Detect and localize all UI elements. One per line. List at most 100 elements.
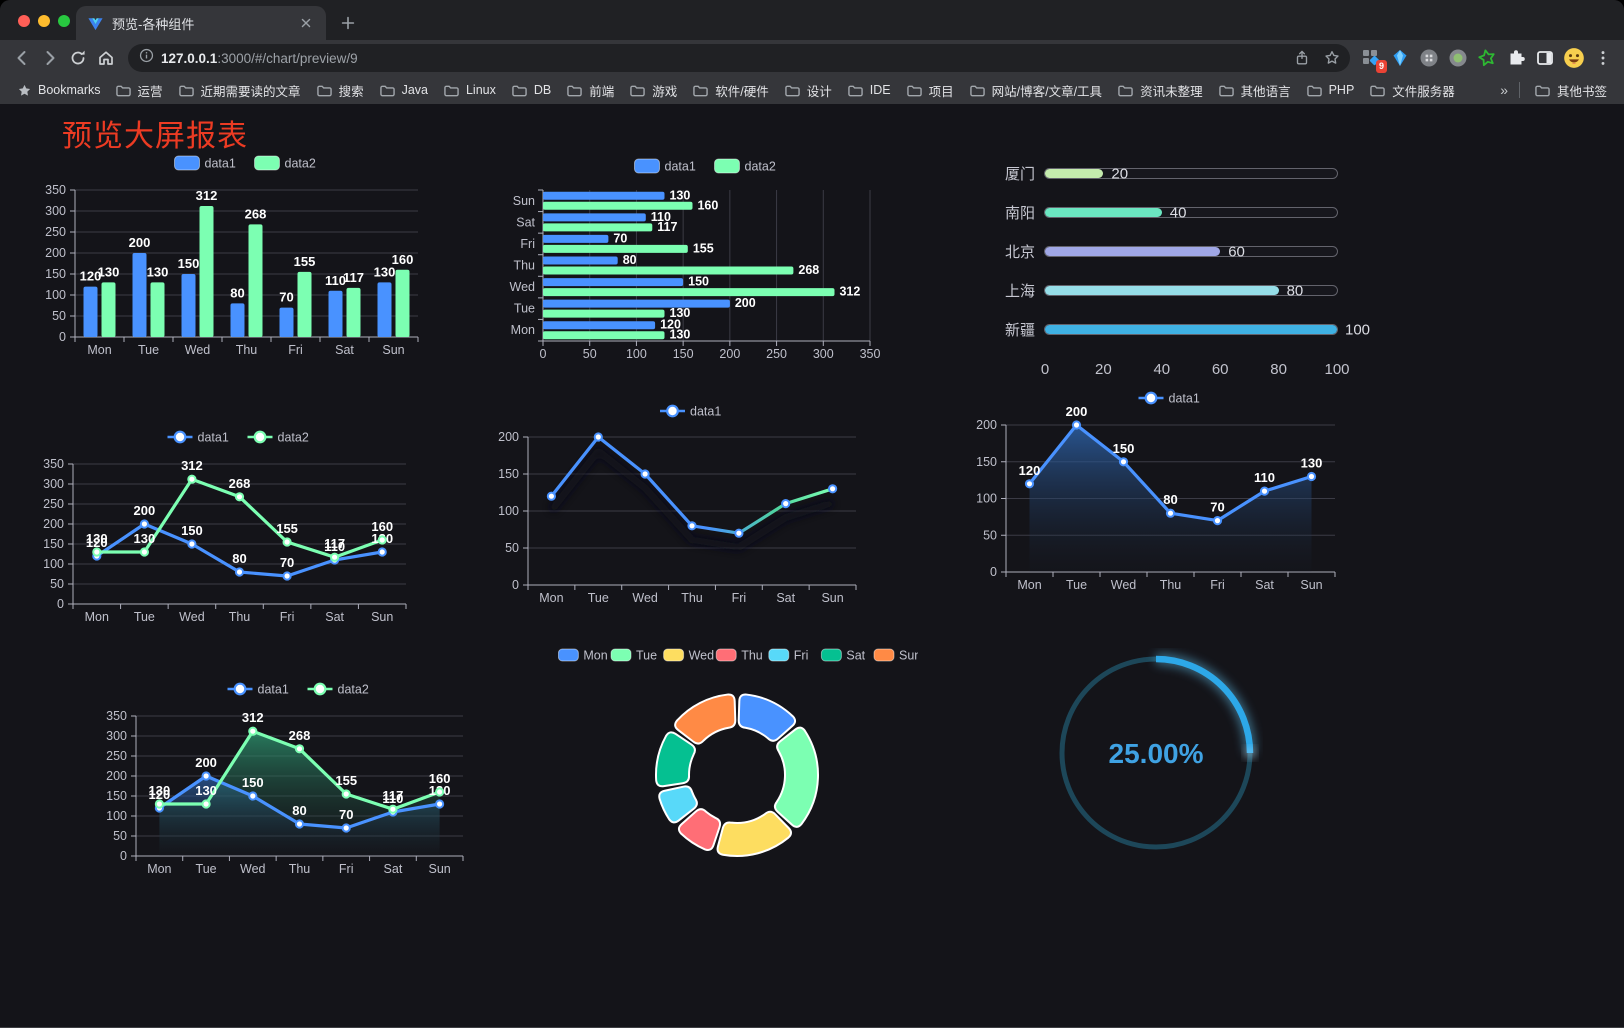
bookmarks-root[interactable]: Bookmarks: [10, 79, 108, 101]
bookmark-folder[interactable]: Linux: [436, 79, 503, 101]
extensions-puzzle-icon[interactable]: [1503, 45, 1529, 71]
chart-line-gradient[interactable]: 0 50 100 150 200 Mon Tue Wed Thu Fri Sat Sun data1: [488, 395, 878, 622]
progress-row[interactable]: 南阳 40: [985, 193, 1380, 232]
browser-toolbar: 127.0.0.1:3000/#/chart/preview/9 9: [0, 40, 1624, 76]
bookmark-folder[interactable]: 运营: [108, 79, 170, 101]
bookmark-folder-label: IDE: [869, 83, 891, 97]
chart-progress-bars[interactable]: 厦门 20 南阳 40 北京 60 上海 80 新疆 100 0 20 40 60 80 100: [985, 150, 1380, 379]
other-bookmarks[interactable]: 其他书签: [1527, 79, 1614, 101]
browser-tab[interactable]: 预览-各种组件: [76, 6, 326, 40]
svg-text:150: 150: [178, 256, 200, 271]
extension-grid-icon[interactable]: 9: [1358, 45, 1387, 73]
folder-icon: [848, 85, 863, 96]
svg-text:Thu: Thu: [236, 343, 258, 357]
chart-grouped-bar[interactable]: 0 50 100 150 200 250 300 350 Mon Tue Wed Thu Fri Sat S…: [38, 150, 430, 379]
share-icon[interactable]: [1290, 46, 1314, 70]
bookmark-folder[interactable]: 游戏: [622, 79, 684, 101]
svg-text:200: 200: [735, 296, 756, 310]
bookmarks-overflow-chevron[interactable]: »: [1500, 82, 1508, 98]
reload-icon[interactable]: [64, 44, 92, 72]
bookmark-folder[interactable]: 设计: [777, 79, 839, 101]
chart-area-two-series[interactable]: 0 50 100 150 200 250 300 350 Mon Tue Wed Thu Fri Sat S…: [93, 665, 485, 904]
progress-row[interactable]: 新疆 100: [985, 310, 1380, 349]
home-icon[interactable]: [92, 44, 120, 72]
progress-value: 40: [1169, 204, 1187, 221]
svg-text:110: 110: [325, 273, 346, 288]
chart-line-two-series[interactable]: 0 50 100 150 200 250 300 350 Mon Tue Wed Thu Fri Sat S…: [38, 410, 418, 649]
browser-menu-icon[interactable]: [1590, 45, 1616, 71]
bookmark-folder-label: Java: [401, 83, 428, 97]
chart-donut-pie[interactable]: Mon Tue Wed Thu Fri Sat Sun: [557, 640, 921, 909]
svg-text:350: 350: [45, 183, 66, 197]
forward-icon[interactable]: [36, 44, 64, 72]
close-window-button[interactable]: [18, 15, 30, 27]
svg-text:data2: data2: [745, 160, 776, 174]
bookmark-folder[interactable]: Java: [372, 79, 435, 101]
svg-text:data1: data1: [205, 157, 236, 171]
svg-text:50: 50: [113, 829, 127, 843]
progress-axis: 0 20 40 60 80 100: [1041, 359, 1350, 379]
fullscreen-window-button[interactable]: [58, 15, 70, 27]
progress-row[interactable]: 上海 80: [985, 271, 1380, 310]
extension-green-star-icon[interactable]: [1474, 45, 1500, 71]
chart-horizontal-bar[interactable]: 0 50 100 150 200 250 300 350 Sun 130 160 Sat 110 117 F…: [498, 146, 890, 383]
svg-text:Fri: Fri: [732, 591, 747, 605]
svg-text:268: 268: [229, 476, 251, 491]
svg-text:100: 100: [43, 557, 64, 571]
bookmark-folder[interactable]: 网站/博客/文章/工具: [962, 79, 1109, 101]
bookmark-folder[interactable]: 近期需要读的文章: [171, 79, 308, 101]
svg-text:200: 200: [43, 517, 64, 531]
svg-text:130: 130: [149, 783, 171, 798]
bookmark-folder-label: DB: [533, 83, 552, 97]
chart-area-one-series[interactable]: 0 50 100 150 200 Mon Tue Wed Thu Fri Sat Sun 120 200 1…: [973, 385, 1365, 608]
back-icon[interactable]: [8, 44, 36, 72]
bookmark-folder[interactable]: PHP: [1299, 79, 1362, 101]
progress-fill: [1045, 286, 1279, 295]
address-bar[interactable]: 127.0.0.1:3000/#/chart/preview/9: [128, 44, 1350, 72]
extension-record-icon[interactable]: [1445, 45, 1471, 71]
svg-text:200: 200: [134, 503, 156, 518]
tab-close-icon[interactable]: [294, 11, 318, 35]
bookmark-folder[interactable]: 搜索: [309, 79, 371, 101]
svg-text:Sat: Sat: [846, 649, 865, 663]
extension-circle-pattern-icon[interactable]: [1416, 45, 1442, 71]
progress-track: 80: [1045, 282, 1337, 299]
profile-emoji-icon[interactable]: [1561, 45, 1587, 71]
progress-fill: [1045, 208, 1162, 217]
minimize-window-button[interactable]: [38, 15, 50, 27]
bookmark-folder[interactable]: 项目: [899, 79, 961, 101]
bookmark-folder[interactable]: 资讯未整理: [1110, 79, 1210, 101]
svg-text:250: 250: [45, 225, 66, 239]
bookmark-folder[interactable]: 软件/硬件: [685, 79, 775, 101]
folder-icon: [969, 85, 985, 96]
svg-text:117: 117: [382, 788, 403, 803]
svg-text:150: 150: [498, 467, 519, 481]
site-info-icon[interactable]: [138, 47, 155, 69]
svg-text:100: 100: [45, 288, 66, 302]
progress-row[interactable]: 厦门 20: [985, 154, 1380, 193]
bookmark-folder-label: PHP: [1328, 83, 1355, 97]
bookmark-folder[interactable]: IDE: [840, 79, 898, 101]
bookmark-folder[interactable]: 文件服务器: [1362, 79, 1462, 101]
extension-gem-icon[interactable]: [1387, 45, 1413, 71]
url-text[interactable]: 127.0.0.1:3000/#/chart/preview/9: [161, 51, 1284, 66]
progress-row[interactable]: 北京 60: [985, 232, 1380, 271]
svg-text:120: 120: [86, 535, 108, 550]
bookmark-star-icon[interactable]: [1320, 46, 1344, 70]
bookmark-folder[interactable]: 前端: [559, 79, 621, 101]
bookmark-folder[interactable]: DB: [504, 79, 558, 101]
tab-title: 预览-各种组件: [112, 16, 195, 32]
progress-track: 20: [1045, 165, 1337, 182]
svg-text:70: 70: [613, 231, 627, 245]
chart-gauge-ring[interactable]: 25.00%: [1053, 648, 1263, 869]
svg-text:Thu: Thu: [741, 649, 763, 663]
bookmark-folder-label: 搜索: [338, 84, 364, 99]
side-panel-icon[interactable]: [1532, 45, 1558, 71]
bookmark-folder[interactable]: 其他语言: [1211, 79, 1298, 101]
svg-text:Tue: Tue: [138, 343, 159, 357]
svg-text:Tue: Tue: [514, 302, 535, 316]
new-tab-button[interactable]: [336, 11, 360, 35]
svg-text:250: 250: [43, 497, 64, 511]
svg-text:0: 0: [120, 849, 127, 863]
svg-text:Sun: Sun: [821, 591, 843, 605]
